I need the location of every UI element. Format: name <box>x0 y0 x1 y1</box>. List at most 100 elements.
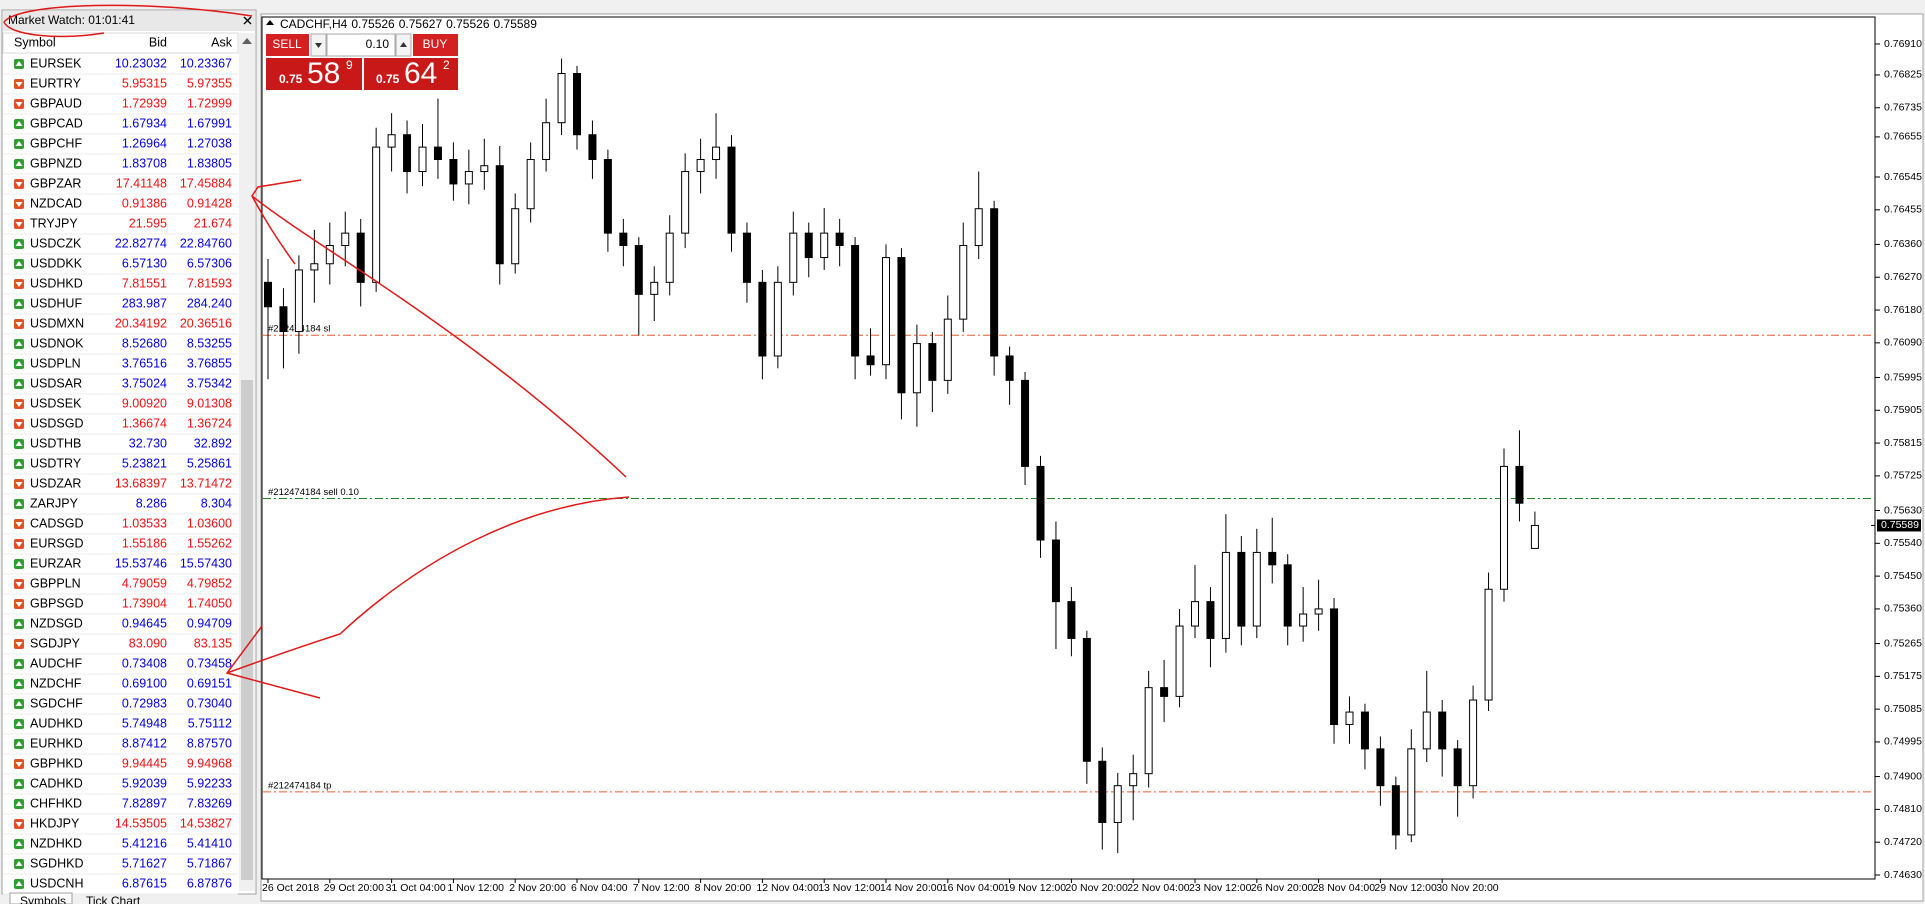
price: 7.81551 <box>122 276 167 290</box>
candle-body <box>1376 748 1385 787</box>
x-tick-label: 23 Nov 12:00 <box>1189 882 1252 894</box>
current-price-box <box>1877 519 1921 532</box>
scroll-up[interactable] <box>242 38 252 44</box>
candle-body <box>634 245 643 295</box>
trend-icon <box>15 661 23 666</box>
y-tick-label: 0.75815 <box>1884 437 1922 449</box>
trend-icon <box>15 182 23 187</box>
symbol: GBPSGD <box>30 596 84 610</box>
lot-value[interactable]: 0.10 <box>366 37 390 51</box>
candle-body <box>1453 748 1462 787</box>
symbol: CADSGD <box>30 516 83 530</box>
order-label: #212474184 tp <box>268 780 331 791</box>
price: 15.57430 <box>180 556 232 570</box>
price: 1.67934 <box>122 116 167 130</box>
price: 9.94445 <box>122 756 167 770</box>
sell-button[interactable] <box>266 34 309 56</box>
scrollbar-thumb[interactable] <box>241 380 253 880</box>
buy-price-box[interactable] <box>364 58 458 90</box>
candle-body <box>495 165 504 265</box>
price: 1.36674 <box>122 416 167 430</box>
candle-body <box>650 281 659 295</box>
price: 1.27038 <box>187 136 232 150</box>
price: 0.94645 <box>122 616 167 630</box>
trend-icon <box>15 801 23 806</box>
symbol: EURHKD <box>30 736 83 750</box>
y-tick-label: 0.76545 <box>1884 171 1922 183</box>
trend-icon <box>15 441 23 446</box>
symbol: NZDCHF <box>30 676 82 690</box>
candle-body <box>835 232 844 247</box>
candle-body <box>1144 687 1153 775</box>
lot-field[interactable] <box>326 33 396 57</box>
trend-icon <box>15 102 23 107</box>
candle-body <box>294 269 303 333</box>
symbol: USDZAR <box>30 476 81 490</box>
trend-icon <box>15 121 23 126</box>
symbol: SGDCHF <box>30 696 83 710</box>
price: 5.71867 <box>187 856 232 870</box>
candle-body <box>1391 785 1400 836</box>
price: 21.595 <box>129 216 167 230</box>
trend-icon <box>15 561 23 566</box>
candle-body <box>1422 711 1431 750</box>
price: 5.92233 <box>187 776 232 790</box>
price: 20.34192 <box>115 316 167 330</box>
market-watch-panel <box>1 9 257 895</box>
symbol: HKDJPY <box>30 816 80 830</box>
candle-body <box>542 122 551 161</box>
trend-icon <box>15 461 23 466</box>
tab[interactable] <box>9 892 73 904</box>
candle-body <box>449 159 458 185</box>
candle-body <box>325 245 334 265</box>
candle-body <box>696 159 705 173</box>
candle-body <box>279 306 288 333</box>
tab-label[interactable]: Tick Chart <box>86 894 141 904</box>
panel-title: Market Watch: 01:01:41 <box>8 13 135 27</box>
trend-icon <box>15 282 23 287</box>
price: 1.36724 <box>187 416 232 430</box>
buy-label[interactable]: BUY <box>423 37 448 51</box>
price: 7.83269 <box>187 796 232 810</box>
symbol: USDTRY <box>30 456 82 470</box>
current-price: 0.75589 <box>1881 519 1919 531</box>
candle-body <box>742 232 751 283</box>
candle-body <box>789 232 798 283</box>
tab-label[interactable]: Symbols <box>20 894 66 904</box>
symbol: AUDCHF <box>30 656 82 670</box>
candle-body <box>1330 608 1339 725</box>
up-arrow <box>400 42 407 47</box>
trend-icon <box>15 642 23 647</box>
y-tick-label: 0.76655 <box>1884 131 1922 143</box>
price: 20.36516 <box>180 316 232 330</box>
price: 5.97355 <box>187 76 232 90</box>
trend-icon <box>15 681 23 686</box>
candle-body <box>1221 551 1230 639</box>
price: 10.23032 <box>115 56 167 70</box>
close-button[interactable] <box>243 16 252 25</box>
sell-label[interactable]: SELL <box>272 37 302 51</box>
price: 8.53255 <box>187 336 232 350</box>
price: 15.53746 <box>115 556 167 570</box>
candle-body <box>897 257 906 394</box>
column-header: Ask <box>211 35 233 49</box>
y-tick-label: 0.74720 <box>1884 836 1922 848</box>
y-tick-label: 0.76090 <box>1884 337 1922 349</box>
price-fraction: 2 <box>443 58 450 72</box>
symbol: EURTRY <box>30 76 82 90</box>
candle-body <box>974 208 983 247</box>
candle-body <box>418 146 427 173</box>
x-tick-label: 8 Nov 20:00 <box>695 882 752 894</box>
price: 5.41410 <box>187 836 232 850</box>
x-tick-label: 29 Nov 12:00 <box>1374 882 1437 894</box>
buy-button[interactable] <box>413 34 458 56</box>
price: 0.73040 <box>187 696 232 710</box>
trend-icon <box>15 741 23 746</box>
price: 8.87570 <box>187 736 232 750</box>
column-header: Symbol <box>14 35 56 49</box>
symbol: GBPCHF <box>30 136 82 150</box>
trend-icon <box>15 422 23 427</box>
y-tick-label: 0.75450 <box>1884 570 1922 582</box>
sell-price-box[interactable] <box>266 58 362 90</box>
